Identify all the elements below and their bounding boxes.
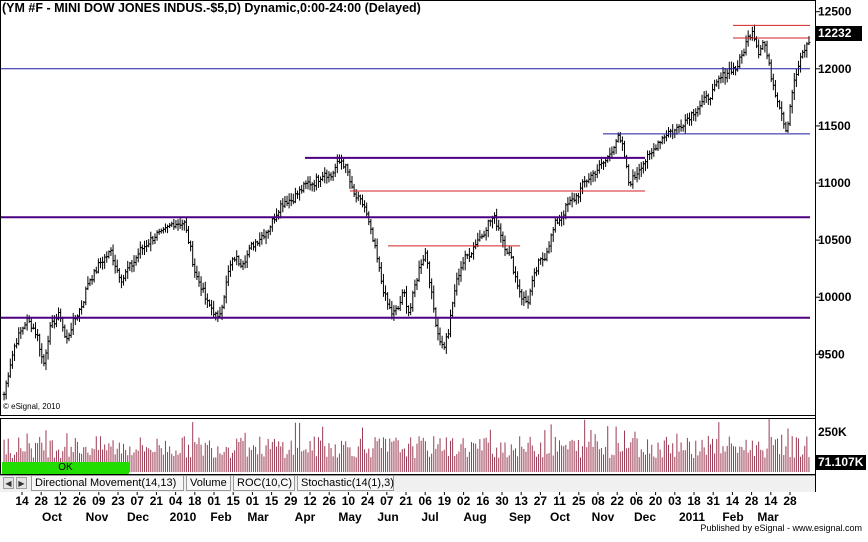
- x-day-label: 24: [361, 494, 375, 508]
- y-tick-label: 10500: [818, 233, 852, 247]
- x-day-label: 30: [495, 494, 509, 508]
- x-month-label: Aug: [463, 510, 486, 524]
- tab-volume[interactable]: Volume: [186, 476, 231, 491]
- x-month-label: Mar: [757, 510, 779, 524]
- x-day-label: 18: [188, 494, 202, 508]
- x-day-label: 19: [438, 494, 452, 508]
- x-day-label: 12: [303, 494, 317, 508]
- chart-title: (YM #F - MINI DOW JONES INDUS.-$5,D) Dyn…: [2, 1, 421, 15]
- x-day-label: 03: [668, 494, 682, 508]
- x-day-label: 01: [207, 494, 221, 508]
- tab-directional-movement[interactable]: Directional Movement(14,13): [31, 476, 184, 491]
- arrow-left-icon[interactable]: ◀: [3, 477, 14, 489]
- x-day-label: 02: [457, 494, 471, 508]
- x-month-label: Sep: [509, 510, 531, 524]
- y-tick-label: 11000: [818, 176, 851, 190]
- x-month-label: Feb: [210, 510, 231, 524]
- x-day-label: 18: [687, 494, 701, 508]
- credit-text: © eSignal, 2010: [3, 402, 61, 411]
- x-month-label: Feb: [722, 510, 743, 524]
- last-volume-badge: 71.107K: [816, 455, 866, 470]
- x-day-label: 31: [707, 494, 721, 508]
- x-day-label: 13: [515, 494, 529, 508]
- x-day-label: 08: [591, 494, 605, 508]
- x-day-label: 26: [73, 494, 87, 508]
- x-month-label: Nov: [86, 510, 109, 524]
- x-day-label: 12: [54, 494, 68, 508]
- x-day-label: 22: [611, 494, 625, 508]
- x-day-label: 14: [15, 494, 29, 508]
- x-day-label: 23: [111, 494, 125, 508]
- x-day-label: 21: [399, 494, 413, 508]
- x-day-label: 04: [169, 494, 183, 508]
- x-month-label: Dec: [634, 510, 656, 524]
- x-day-label: 14: [726, 494, 740, 508]
- x-day-label: 21: [150, 494, 164, 508]
- x-day-label: 15: [265, 494, 279, 508]
- x-day-label: 15: [227, 494, 241, 508]
- x-day-label: 14: [764, 494, 778, 508]
- published-text: Published by eSignal - www.esignal.com: [700, 523, 862, 533]
- x-month-label: May: [338, 510, 362, 524]
- x-day-label: 28: [35, 494, 49, 508]
- tab-roc[interactable]: ROC(10,C): [233, 476, 295, 491]
- y-tick-label: 12500: [818, 5, 852, 19]
- study-tab-bar: ◀ ▶ Directional Movement(14,13) Volume R…: [0, 475, 815, 492]
- y-tick-label: 10000: [818, 290, 852, 304]
- x-day-label: 27: [534, 494, 548, 508]
- x-day-label: 28: [783, 494, 797, 508]
- x-month-label: 2011: [679, 510, 705, 524]
- x-day-label: 07: [131, 494, 145, 508]
- x-day-label: 25: [572, 494, 586, 508]
- x-month-label: Nov: [592, 510, 615, 524]
- x-month-label: Jul: [421, 510, 438, 524]
- x-day-label: 01: [246, 494, 260, 508]
- x-month-label: Oct: [550, 510, 570, 524]
- last-price-badge: 12232: [816, 26, 862, 41]
- x-month-label: Apr: [295, 510, 316, 524]
- x-day-label: 29: [284, 494, 298, 508]
- x-day-label: 20: [649, 494, 663, 508]
- x-month-label: 2010: [170, 510, 197, 524]
- x-month-label: Dec: [127, 510, 149, 524]
- x-month-label: Jun: [377, 510, 398, 524]
- tab-stochastic[interactable]: Stochastic(14(1),3): [297, 476, 394, 491]
- x-day-label: 28: [745, 494, 759, 508]
- y-tick-label: 11500: [818, 119, 851, 133]
- x-day-label: 06: [419, 494, 433, 508]
- x-day-label: 16: [476, 494, 490, 508]
- volume-y-tick-label: 250K: [818, 425, 847, 439]
- arrow-right-icon[interactable]: ▶: [16, 477, 27, 489]
- x-day-label: 11: [553, 494, 566, 508]
- x-day-label: 09: [92, 494, 106, 508]
- x-month-label: Mar: [247, 510, 269, 524]
- x-day-label: 26: [323, 494, 337, 508]
- y-tick-label: 12000: [818, 62, 852, 76]
- x-day-label: 10: [342, 494, 356, 508]
- x-month-label: Oct: [42, 510, 62, 524]
- x-day-label: 06: [630, 494, 644, 508]
- status-ok-bar: OK: [2, 462, 129, 474]
- y-tick-label: 9500: [818, 347, 845, 361]
- x-day-label: 07: [380, 494, 394, 508]
